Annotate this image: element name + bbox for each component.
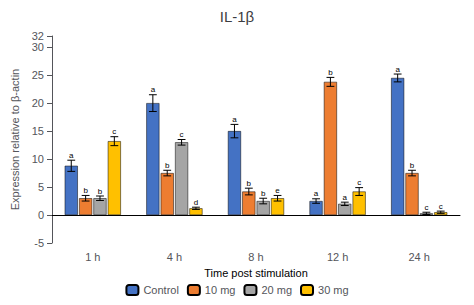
- svg-text:e: e: [275, 186, 280, 195]
- svg-text:25: 25: [32, 69, 44, 81]
- svg-text:24 h: 24 h: [408, 251, 429, 263]
- svg-text:Expression relative to β-actin: Expression relative to β-actin: [9, 69, 21, 210]
- svg-text:4 h: 4 h: [167, 251, 182, 263]
- svg-text:c: c: [112, 127, 116, 136]
- svg-text:5: 5: [38, 181, 44, 193]
- svg-text:b: b: [410, 161, 415, 170]
- svg-text:0: 0: [38, 209, 44, 221]
- svg-text:a: a: [151, 85, 156, 94]
- svg-text:a: a: [314, 189, 319, 198]
- svg-text:b: b: [83, 186, 88, 195]
- svg-text:c: c: [357, 178, 361, 187]
- svg-text:a: a: [232, 115, 237, 124]
- svg-text:Control: Control: [143, 284, 178, 296]
- svg-text:10 mg: 10 mg: [205, 284, 236, 296]
- svg-text:-5: -5: [34, 237, 44, 249]
- svg-text:32: 32: [32, 30, 44, 42]
- svg-text:Time post stimulation: Time post stimulation: [204, 267, 308, 279]
- svg-text:8 h: 8 h: [248, 251, 263, 263]
- svg-text:1 h: 1 h: [85, 251, 100, 263]
- svg-text:b: b: [247, 179, 252, 188]
- svg-text:30 mg: 30 mg: [318, 284, 349, 296]
- svg-text:15: 15: [32, 125, 44, 137]
- svg-text:12 h: 12 h: [327, 251, 348, 263]
- svg-text:IL-1β: IL-1β: [220, 8, 255, 25]
- svg-text:b: b: [98, 187, 103, 196]
- svg-text:20 mg: 20 mg: [261, 284, 292, 296]
- svg-text:a: a: [343, 193, 348, 202]
- svg-text:c: c: [439, 202, 443, 211]
- svg-text:d: d: [194, 198, 198, 207]
- svg-text:b: b: [165, 161, 170, 170]
- svg-text:b: b: [261, 189, 266, 198]
- svg-text:c: c: [424, 203, 428, 212]
- svg-text:b: b: [328, 68, 333, 77]
- svg-text:10: 10: [32, 153, 44, 165]
- svg-text:a: a: [69, 151, 74, 160]
- svg-text:20: 20: [32, 97, 44, 109]
- svg-text:c: c: [180, 130, 184, 139]
- svg-text:a: a: [395, 65, 400, 74]
- svg-text:30: 30: [32, 41, 44, 53]
